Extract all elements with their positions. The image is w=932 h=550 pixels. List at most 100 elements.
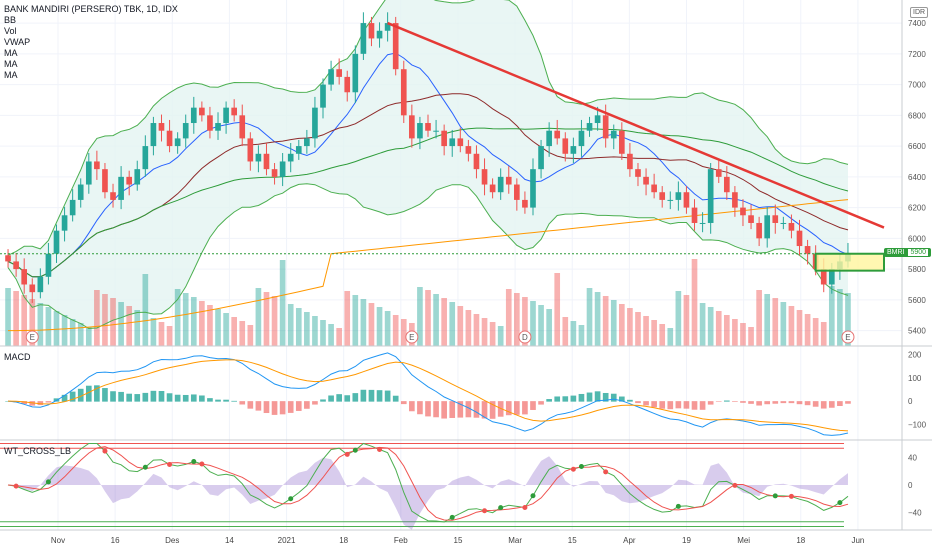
wt-cross-dot	[191, 459, 197, 465]
candle-body	[29, 284, 36, 293]
candle-body	[94, 161, 100, 170]
volume-bar	[312, 316, 318, 346]
macd-histogram-bar	[425, 401, 431, 417]
macd-histogram-bar	[691, 401, 698, 410]
wt-cross-dot	[344, 451, 350, 457]
volume-bar	[352, 295, 359, 346]
macd-histogram-bar	[295, 401, 302, 411]
volume-bar	[505, 289, 512, 346]
candle-body	[61, 215, 68, 231]
indicator-ma-3[interactable]: MA	[4, 70, 18, 80]
volume-bar	[748, 327, 754, 346]
volume-bar	[142, 274, 149, 346]
candle-body	[772, 215, 779, 223]
volume-bar	[368, 303, 375, 346]
wt-cross-dot	[788, 493, 794, 499]
macd-histogram-bar	[134, 394, 141, 402]
macd-histogram-bar	[142, 392, 149, 402]
wt-pane-label[interactable]: WT_CROSS_LB	[4, 446, 72, 456]
wt-cross-dot	[837, 500, 843, 506]
date-tick-label-4: 2021	[278, 536, 296, 545]
event-marker-circle	[25, 330, 39, 344]
volume-bar	[29, 299, 36, 346]
volume-bar	[796, 310, 803, 346]
candle-body	[554, 130, 561, 139]
volume-bar	[360, 299, 367, 346]
volume-bar	[820, 322, 827, 346]
candle-body	[457, 138, 464, 147]
candle-body	[53, 230, 60, 254]
candle-body	[643, 176, 649, 185]
macd-histogram-bar	[110, 391, 116, 402]
macd-histogram-bar	[828, 401, 835, 408]
indicator-bb[interactable]: BB	[4, 15, 17, 25]
macd-histogram-bar	[400, 401, 407, 405]
macd-histogram-bar	[651, 401, 657, 408]
candle-body	[207, 115, 213, 131]
candle-body	[21, 269, 28, 285]
wt-cross-dot	[530, 493, 536, 499]
volume-bar	[94, 290, 100, 346]
macd-histogram-bar	[37, 401, 44, 406]
macd-histogram-bar	[481, 401, 488, 419]
indicator-vol[interactable]: Vol	[4, 26, 17, 36]
macd-histogram-bar	[804, 401, 811, 406]
macd-histogram-bar	[352, 393, 359, 402]
bb-band-area	[8, 0, 848, 329]
macd-pane-label[interactable]: MACD	[4, 352, 31, 362]
candle-body	[522, 199, 528, 208]
indicator-ma-2[interactable]: MA	[4, 59, 18, 69]
event-marker-circle	[841, 330, 855, 344]
macd-histogram-bar	[619, 396, 625, 402]
date-tick-label-9: 15	[568, 536, 577, 545]
volume-bar	[263, 292, 270, 346]
macd-histogram-bar	[643, 401, 649, 406]
volume-bar	[514, 293, 520, 346]
macd-histogram-bar	[610, 393, 617, 402]
date-tick-label-2: Des	[165, 536, 179, 545]
candle-body	[425, 123, 431, 131]
volume-bar	[247, 325, 254, 346]
macd-histogram-bar	[449, 401, 456, 418]
volume-bar	[344, 291, 351, 346]
candle-body	[255, 153, 262, 162]
candle-body	[85, 161, 92, 185]
volume-bar	[659, 324, 666, 346]
volume-bar	[546, 309, 552, 346]
volume-bar	[5, 288, 11, 346]
volume-bar	[780, 302, 787, 346]
macd-histogram-bar	[457, 401, 464, 418]
macd-histogram-bar	[158, 390, 165, 402]
volume-bar	[643, 316, 649, 346]
macd-histogram-bar	[554, 396, 561, 402]
volume-bar	[594, 292, 601, 346]
event-marker-label: E	[409, 333, 414, 342]
wt-cross-dot	[578, 464, 584, 470]
candle-body	[691, 207, 698, 223]
macd-histogram-bar	[707, 401, 714, 405]
macd-histogram-bar	[586, 392, 593, 402]
volume-bar	[190, 297, 197, 346]
volume-bar	[279, 260, 286, 346]
currency-badge[interactable]: IDR	[910, 7, 929, 18]
indicator-ma-1[interactable]: MA	[4, 48, 18, 58]
macd-histogram-bar	[715, 401, 722, 402]
volume-bar	[433, 294, 439, 346]
candle-body	[578, 130, 585, 147]
volume-bar	[37, 303, 44, 346]
date-tick-label-3: 14	[225, 536, 234, 545]
candle-body	[441, 130, 447, 147]
macd-histogram-bar	[199, 395, 205, 402]
macd-histogram-bar	[320, 399, 326, 402]
macd-histogram-bar	[594, 391, 601, 402]
volume-bar	[134, 310, 141, 346]
volume-bar	[77, 323, 84, 346]
wt-cross-dot	[570, 466, 576, 472]
date-tick-label-7: 15	[454, 536, 463, 545]
candle-body	[150, 123, 157, 147]
volume-bar	[85, 327, 92, 346]
indicator-vwap[interactable]: VWAP	[4, 37, 31, 47]
event-marker-circle	[518, 330, 532, 344]
wt-cross-dot	[142, 464, 148, 470]
